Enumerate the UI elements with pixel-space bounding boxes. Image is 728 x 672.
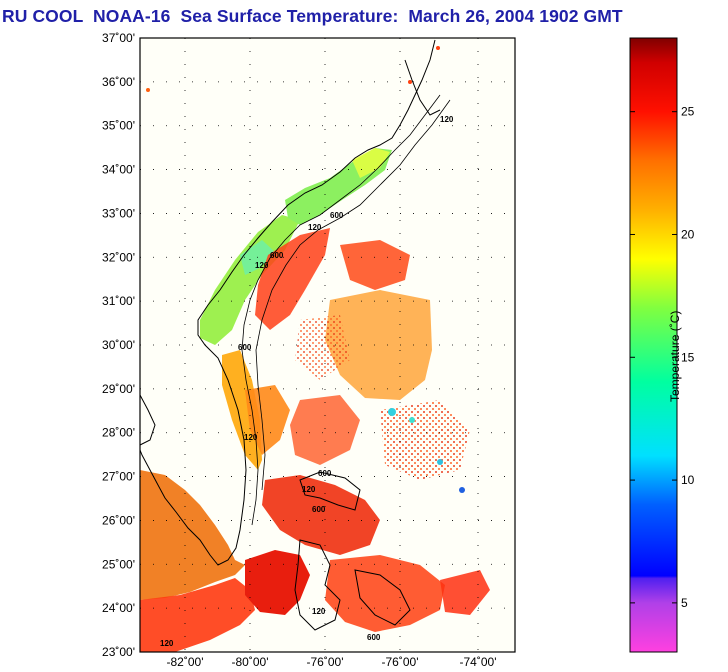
latitude-label: 24˚00': [102, 601, 135, 615]
colorbar-ramp: [629, 37, 678, 653]
map-panel: 120 600 120 600 120 600 120 600 120 600 …: [139, 37, 516, 653]
longitude-axis: -82˚00' -80˚00' -76˚00' -76˚00' -74˚00': [167, 655, 497, 669]
east-coast-line: [139, 39, 436, 566]
bahamas-outline: [294, 539, 341, 631]
sst-gulf-south: [140, 578, 255, 652]
colorbar-tick-label: 15: [681, 350, 695, 364]
sst-far-east-south: [440, 570, 490, 615]
sst-fl-east-orange: [245, 385, 290, 455]
sound-outline: [404, 59, 441, 116]
sst-speck: [146, 88, 150, 92]
map-title: RU COOL NOAA-16 Sea Surface Temperature:…: [2, 6, 623, 26]
sst-scatter-east: [380, 400, 470, 480]
isobath-labels: 120 600 120 600 120 600 120 600 120 600 …: [160, 115, 454, 648]
longitude-label: -74˚00': [460, 655, 497, 669]
sst-fl-east-strip: [222, 350, 262, 470]
colorbar: 25 20 15 10 5: [629, 37, 695, 653]
latitude-label: 26˚00': [102, 513, 135, 527]
longitude-label: -82˚00': [167, 655, 204, 669]
grid: [140, 38, 515, 652]
latitude-label: 29˚00': [102, 382, 135, 396]
latitude-label: 37˚00': [102, 31, 135, 45]
coastline: [139, 39, 451, 631]
colorbar-tick-label: 25: [681, 105, 695, 119]
isobath-label: 600: [238, 343, 252, 352]
latitude-label: 35˚00': [102, 119, 135, 133]
sst-cool-cell: [437, 459, 443, 465]
isobath-label: 120: [302, 485, 316, 494]
isobath-120: [241, 94, 441, 526]
isobath-label: 120: [160, 639, 174, 648]
sst-ga-shelf: [200, 215, 300, 345]
sst-offshore-north: [340, 240, 410, 290]
isobath-label: 600: [367, 633, 381, 642]
latitude-label: 28˚00': [102, 426, 135, 440]
latitude-label: 31˚00': [102, 294, 135, 308]
isobath-label: 600: [270, 251, 284, 260]
colorbar-ticks: 25 20 15 10 5: [630, 105, 695, 610]
colorbar-tick-label: 5: [681, 596, 688, 610]
sst-cool-cell: [388, 408, 396, 416]
latitude-label: 25˚00': [102, 557, 135, 571]
colorbar-tick-label: 10: [681, 473, 695, 487]
sst-scatter-mid: [295, 315, 350, 380]
isobath-label: 600: [312, 505, 326, 514]
latitude-label: 23˚00': [102, 645, 135, 659]
isobath-label: 600: [318, 469, 332, 478]
isobath-600: [255, 99, 451, 491]
latitude-label: 30˚00': [102, 338, 135, 352]
sst-carolina-yellow: [352, 148, 390, 178]
longitude-label: -80˚00': [232, 655, 269, 669]
sst-cool-cell: [409, 417, 415, 423]
isobath-label: 120: [440, 115, 454, 124]
colorbar-title: Temperature (˚C): [668, 310, 682, 402]
sst-sargasso: [325, 290, 432, 400]
latitude-label: 32˚00': [102, 250, 135, 264]
isobath-label: 120: [244, 433, 258, 442]
sst-bahamas-south: [325, 555, 445, 632]
latitude-label: 33˚00': [102, 206, 135, 220]
sst-keys-patch: [245, 550, 310, 615]
latitude-label: 34˚00': [102, 163, 135, 177]
latitude-label: 27˚00': [102, 470, 135, 484]
colorbar-tick-label: 20: [681, 227, 695, 241]
sst-gulf-west: [140, 470, 245, 600]
bahamas-outline: [354, 569, 411, 626]
sst-sargasso-red: [290, 395, 360, 465]
map-frame: [139, 37, 516, 653]
isobath-label: 120: [255, 261, 269, 270]
isobath-label: 120: [312, 607, 326, 616]
sst-speck: [408, 80, 412, 84]
sst-straits: [262, 475, 380, 555]
bahamas-outline: [299, 471, 361, 511]
sst-cool-cell: [459, 487, 465, 493]
sst-speck: [436, 46, 440, 50]
isobath-label: 600: [330, 211, 344, 220]
isobath-label: 120: [308, 223, 322, 232]
cuba-outline: [139, 394, 156, 446]
latitude-axis: 37˚00' 36˚00' 35˚00' 34˚00' 33˚00' 32˚00' 31˚0…: [102, 31, 135, 659]
latitude-label: 36˚00': [102, 75, 135, 89]
longitude-label: -76˚00': [382, 655, 419, 669]
longitude-label: -76˚00': [307, 655, 344, 669]
sst-data-layer: [140, 46, 490, 652]
